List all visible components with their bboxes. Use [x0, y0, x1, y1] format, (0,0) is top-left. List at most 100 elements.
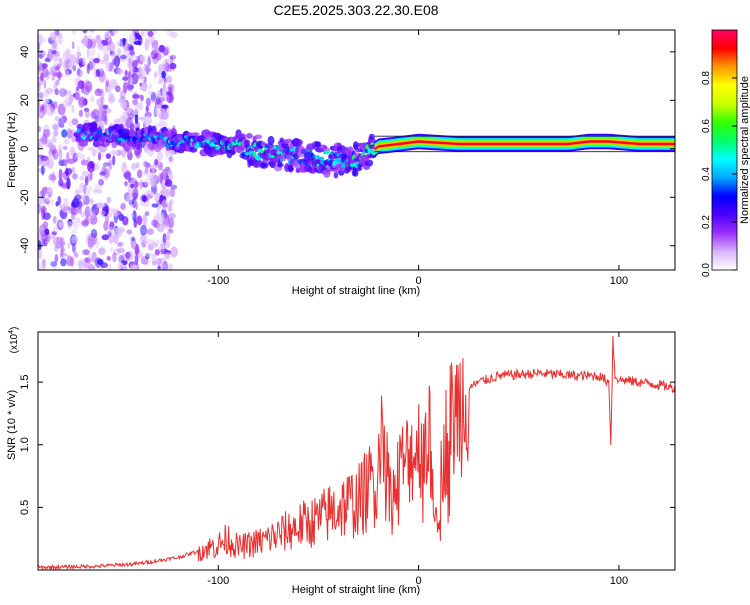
ridge-halo — [245, 139, 250, 146]
noise-speckle — [75, 152, 83, 160]
noise-speckle — [163, 235, 167, 247]
noise-speckle — [112, 30, 118, 34]
noise-speckle — [135, 248, 140, 254]
noise-speckle — [128, 49, 136, 59]
noise-speckle — [108, 232, 114, 244]
noise-speckle — [38, 49, 46, 58]
noise-speckle — [102, 104, 109, 110]
noise-speckle — [71, 41, 75, 50]
noise-speckle — [67, 243, 71, 249]
noise-speckle — [103, 53, 110, 62]
noise-speckle — [59, 249, 64, 260]
noise-speckle — [57, 70, 62, 81]
ridge-halo — [287, 166, 295, 172]
snr-line — [38, 335, 675, 570]
noise-speckle — [38, 139, 43, 150]
noise-speckle — [154, 249, 160, 256]
noise-speckle — [41, 165, 45, 176]
noise-speckle — [93, 57, 100, 64]
noise-speckle — [117, 247, 125, 253]
noise-speckle — [54, 253, 59, 263]
noise-speckle — [56, 34, 63, 45]
noise-speckle — [39, 137, 47, 143]
noise-speckle — [54, 115, 60, 122]
noise-speckle — [144, 38, 150, 51]
noise-speckle — [45, 196, 50, 202]
noise-speckle — [161, 199, 169, 211]
noise-speckle — [51, 76, 55, 81]
noise-speckle — [40, 37, 48, 43]
noise-speckle — [48, 174, 54, 181]
colorbar-tick-label: 0.4 — [701, 167, 712, 181]
noise-speckle — [88, 264, 96, 270]
noise-speckle — [67, 61, 74, 71]
noise-speckle — [96, 88, 101, 94]
y-tick-label: 0 — [19, 146, 31, 152]
ridge-halo — [91, 121, 98, 130]
noise-speckle — [38, 249, 43, 260]
noise-speckle — [67, 220, 72, 230]
noise-speckle — [42, 129, 51, 138]
noise-speckle — [120, 202, 126, 211]
noise-speckle — [161, 70, 166, 79]
noise-speckle — [42, 98, 50, 105]
noise-speckle — [132, 59, 138, 69]
noise-speckle — [150, 91, 157, 102]
ridge-halo — [230, 149, 237, 155]
noise-speckle — [120, 102, 127, 108]
noise-speckle — [133, 40, 142, 46]
noise-speckle — [88, 161, 95, 169]
noise-speckle — [161, 219, 170, 229]
noise-speckle — [84, 216, 89, 226]
spectrogram-heatmap — [38, 30, 675, 270]
noise-speckle — [130, 183, 135, 189]
noise-speckle — [105, 79, 110, 88]
noise-speckle — [74, 252, 79, 258]
noise-speckle — [38, 99, 41, 108]
colorbar: 0.0 0.2 0.4 0.6 0.8 Normalized spectral ampl… — [701, 29, 750, 277]
noise-speckle — [61, 204, 70, 213]
noise-speckle — [80, 159, 89, 166]
noise-speckle — [131, 162, 137, 171]
noise-speckle — [166, 75, 173, 84]
noise-speckle — [139, 85, 147, 91]
y-tick-label: 0.5 — [19, 500, 31, 515]
x-tick-label: 100 — [610, 575, 628, 587]
noise-speckle — [86, 63, 91, 74]
noise-speckle — [49, 65, 58, 74]
noise-speckle — [71, 198, 80, 208]
noise-speckle — [55, 242, 62, 249]
noise-speckle — [75, 217, 81, 224]
noise-speckle — [134, 254, 139, 266]
noise-speckle — [77, 261, 83, 268]
noise-speckle — [105, 63, 111, 72]
noise-speckle — [48, 234, 56, 240]
noise-speckle — [87, 253, 93, 265]
noise-speckle — [38, 261, 41, 270]
noise-speckle — [67, 131, 72, 139]
noise-speckle — [87, 173, 92, 182]
noise-speckle — [68, 121, 73, 128]
noise-speckle — [158, 97, 165, 102]
noise-speckle — [55, 30, 60, 36]
ridge-halo — [78, 140, 89, 147]
noise-speckle — [87, 205, 91, 213]
noise-speckle — [145, 252, 153, 258]
noise-speckle — [86, 185, 93, 192]
noise-speckle — [53, 236, 61, 246]
noise-speckle — [91, 251, 97, 263]
noise-speckle — [71, 245, 76, 251]
noise-speckle — [167, 203, 173, 213]
noise-speckle — [83, 195, 90, 206]
noise-speckle — [166, 231, 171, 241]
noise-speckle — [106, 196, 112, 204]
ridge-halo — [337, 146, 342, 153]
noise-speckle — [155, 104, 163, 117]
noise-speckle — [74, 60, 78, 71]
noise-speckle — [109, 50, 115, 56]
noise-speckle — [124, 181, 128, 187]
ridge-band — [374, 140, 675, 151]
noise-speckle — [47, 158, 54, 169]
noise-speckle — [52, 38, 57, 49]
